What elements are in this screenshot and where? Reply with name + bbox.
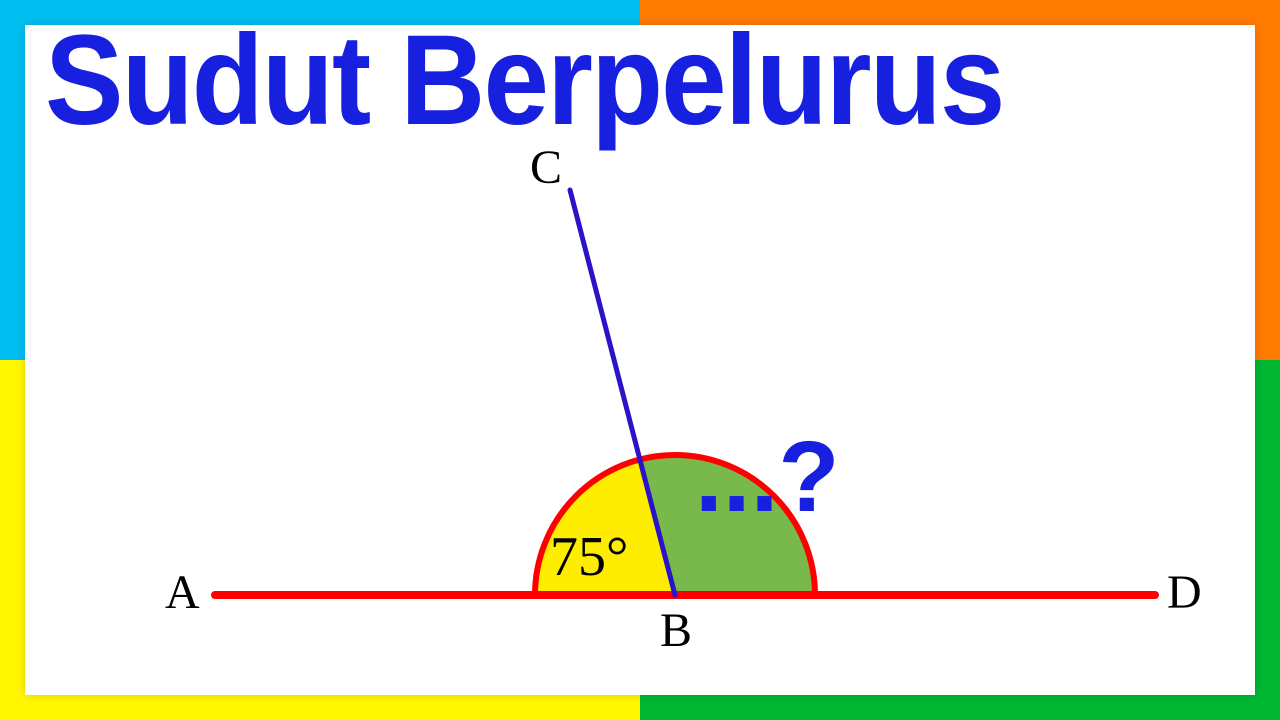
point-label-b: B [660, 603, 692, 658]
angle-diagram [25, 25, 1255, 695]
unknown-angle-label: ...? [695, 420, 839, 535]
point-label-c: C [530, 140, 562, 195]
content-card: Sudut Berpelurus A B C D 75° ...? [25, 25, 1255, 695]
stage: Sudut Berpelurus A B C D 75° ...? [0, 0, 1280, 720]
point-label-a: A [165, 565, 200, 620]
point-label-d: D [1167, 565, 1202, 620]
known-angle-label: 75° [550, 525, 628, 589]
